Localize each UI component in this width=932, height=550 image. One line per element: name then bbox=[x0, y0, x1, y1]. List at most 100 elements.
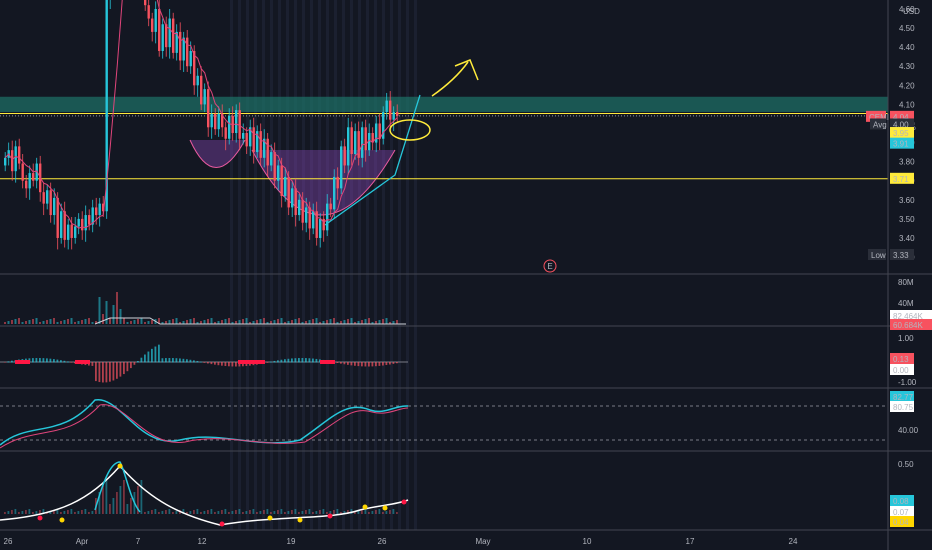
osc-bar bbox=[123, 480, 125, 514]
osc-bar bbox=[354, 512, 356, 514]
osc-bar bbox=[347, 510, 349, 514]
osc-bar bbox=[137, 486, 139, 514]
osc-bar bbox=[217, 511, 220, 514]
candle-body bbox=[392, 112, 395, 120]
macd-bar bbox=[67, 361, 69, 363]
osc-bar bbox=[252, 509, 255, 514]
candle-body bbox=[186, 37, 189, 67]
osc-bar bbox=[28, 509, 31, 514]
volume-bar bbox=[364, 319, 367, 324]
osc-bar bbox=[305, 510, 307, 514]
osc-bar bbox=[14, 509, 17, 514]
volume-bar bbox=[161, 322, 164, 324]
target-arrow bbox=[431, 59, 479, 97]
time-tick: 26 bbox=[378, 537, 387, 546]
candle-body bbox=[284, 176, 287, 196]
candle-body bbox=[32, 173, 35, 181]
candle-body bbox=[382, 112, 385, 139]
osc-bar bbox=[32, 512, 34, 514]
osc-signal-dot bbox=[59, 517, 65, 523]
candle-body bbox=[298, 199, 301, 216]
session-shade bbox=[382, 0, 385, 530]
osc-bar bbox=[207, 510, 209, 514]
level-tag-bg bbox=[890, 127, 914, 139]
volume-bar bbox=[116, 292, 118, 324]
avg-price-tag: 4.00 bbox=[893, 120, 909, 129]
osc-bar bbox=[273, 511, 276, 514]
osc-bar bbox=[182, 509, 185, 514]
volume-bar bbox=[256, 320, 258, 324]
candle-body bbox=[182, 37, 185, 61]
volume-bar bbox=[123, 318, 125, 324]
candle-body bbox=[252, 127, 255, 153]
cup-left-outline bbox=[189, 139, 246, 168]
osc-bar bbox=[147, 511, 150, 514]
low-label-bg bbox=[868, 249, 886, 260]
volume-bar bbox=[252, 321, 255, 324]
candle-body bbox=[350, 127, 353, 155]
osc-bar bbox=[284, 512, 286, 514]
candle-body bbox=[336, 176, 339, 189]
volume-tick: 80M bbox=[898, 278, 914, 287]
time-tick: 12 bbox=[198, 537, 207, 546]
candle-body bbox=[385, 100, 388, 113]
osc-bar bbox=[312, 512, 314, 514]
session-shade bbox=[270, 0, 273, 530]
macd-value-bg bbox=[890, 364, 914, 375]
osc-bar bbox=[116, 492, 118, 514]
volume-bar bbox=[186, 320, 188, 324]
volume-bar bbox=[263, 318, 265, 324]
candle-body bbox=[88, 215, 91, 225]
candle-body bbox=[364, 127, 367, 151]
osc-bar bbox=[396, 512, 398, 514]
macd-bar bbox=[95, 362, 97, 382]
osc-bar bbox=[84, 509, 87, 514]
candle-body bbox=[18, 146, 21, 164]
last-price-tag-bg bbox=[890, 110, 914, 122]
osc-bar bbox=[228, 512, 230, 514]
macd-bar bbox=[158, 344, 160, 363]
macd-bar bbox=[98, 362, 101, 383]
volume-bar bbox=[4, 322, 6, 324]
candle-body bbox=[175, 31, 178, 53]
macd-value: 0.00 bbox=[893, 366, 909, 375]
candle-body bbox=[14, 146, 17, 172]
volume-bar bbox=[63, 320, 66, 324]
macd-bar bbox=[154, 346, 157, 363]
macd-bar bbox=[280, 359, 283, 363]
volume-bar bbox=[81, 320, 83, 324]
volume-bar bbox=[18, 318, 20, 324]
osc-signal-dot bbox=[382, 505, 388, 511]
volume-bar bbox=[207, 319, 209, 324]
volume-bar bbox=[193, 318, 195, 324]
osc-signal-dot bbox=[327, 513, 333, 519]
osc-bar bbox=[200, 512, 202, 514]
level-tag: 3.95 bbox=[893, 129, 909, 138]
candle-body bbox=[42, 192, 45, 204]
ticker-tag: CEMI bbox=[869, 113, 889, 122]
session-shade bbox=[398, 0, 401, 530]
candle-body bbox=[28, 173, 31, 189]
candle-body bbox=[245, 133, 248, 147]
candle-body bbox=[235, 110, 238, 134]
osc-bar bbox=[7, 511, 10, 514]
macd-bar bbox=[147, 351, 150, 363]
osc-bar bbox=[109, 504, 111, 514]
volume-bar bbox=[130, 321, 132, 324]
volume-bar bbox=[392, 321, 395, 324]
macd-bar bbox=[371, 362, 374, 367]
price-tick: 3.50 bbox=[899, 215, 915, 224]
candle-body bbox=[308, 207, 311, 229]
volume-bar bbox=[200, 321, 202, 324]
volume-value: 60.684K bbox=[893, 321, 923, 330]
macd-bar bbox=[357, 362, 360, 367]
macd-bar bbox=[210, 362, 213, 365]
candle-body bbox=[329, 203, 332, 210]
price-tick: 4.30 bbox=[899, 62, 915, 71]
volume-bar bbox=[231, 322, 234, 324]
volume-bar bbox=[77, 321, 80, 324]
osc-bar bbox=[172, 512, 174, 514]
volume-bar bbox=[147, 321, 150, 324]
volume-bar bbox=[105, 301, 108, 324]
